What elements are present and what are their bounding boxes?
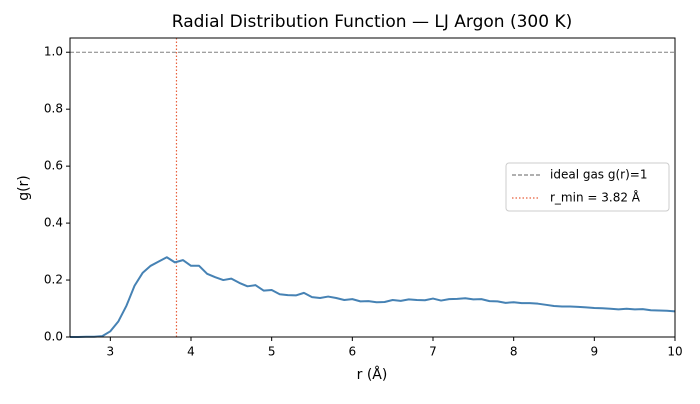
y-tick-label: 0.0 (44, 330, 63, 344)
legend-label: ideal gas g(r)=1 (550, 168, 647, 182)
y-tick-label: 0.4 (44, 216, 63, 230)
x-tick-label: 5 (268, 345, 276, 359)
x-tick-label: 3 (107, 345, 115, 359)
x-tick-label: 4 (187, 345, 195, 359)
y-tick-label: 0.2 (44, 273, 63, 287)
data-line (70, 256, 676, 338)
y-axis-label: g(r) (16, 175, 32, 201)
y-tick-label: 1.0 (44, 45, 63, 59)
x-axis-label: r (Å) (357, 366, 388, 383)
chart-title: Radial Distribution Function — LJ Argon … (172, 12, 572, 32)
x-tick-label: 8 (510, 345, 518, 359)
x-tick-label: 6 (349, 345, 357, 359)
x-tick-label: 9 (591, 345, 599, 359)
x-tick-label: 10 (667, 345, 682, 359)
legend-box (505, 162, 670, 212)
y-tick-label: 0.6 (44, 159, 63, 173)
y-tick-label: 0.8 (44, 102, 63, 116)
legend-label: r_min = 3.82 Å (550, 190, 641, 205)
plot-frame (69, 37, 676, 338)
x-tick-label: 7 (429, 345, 437, 359)
